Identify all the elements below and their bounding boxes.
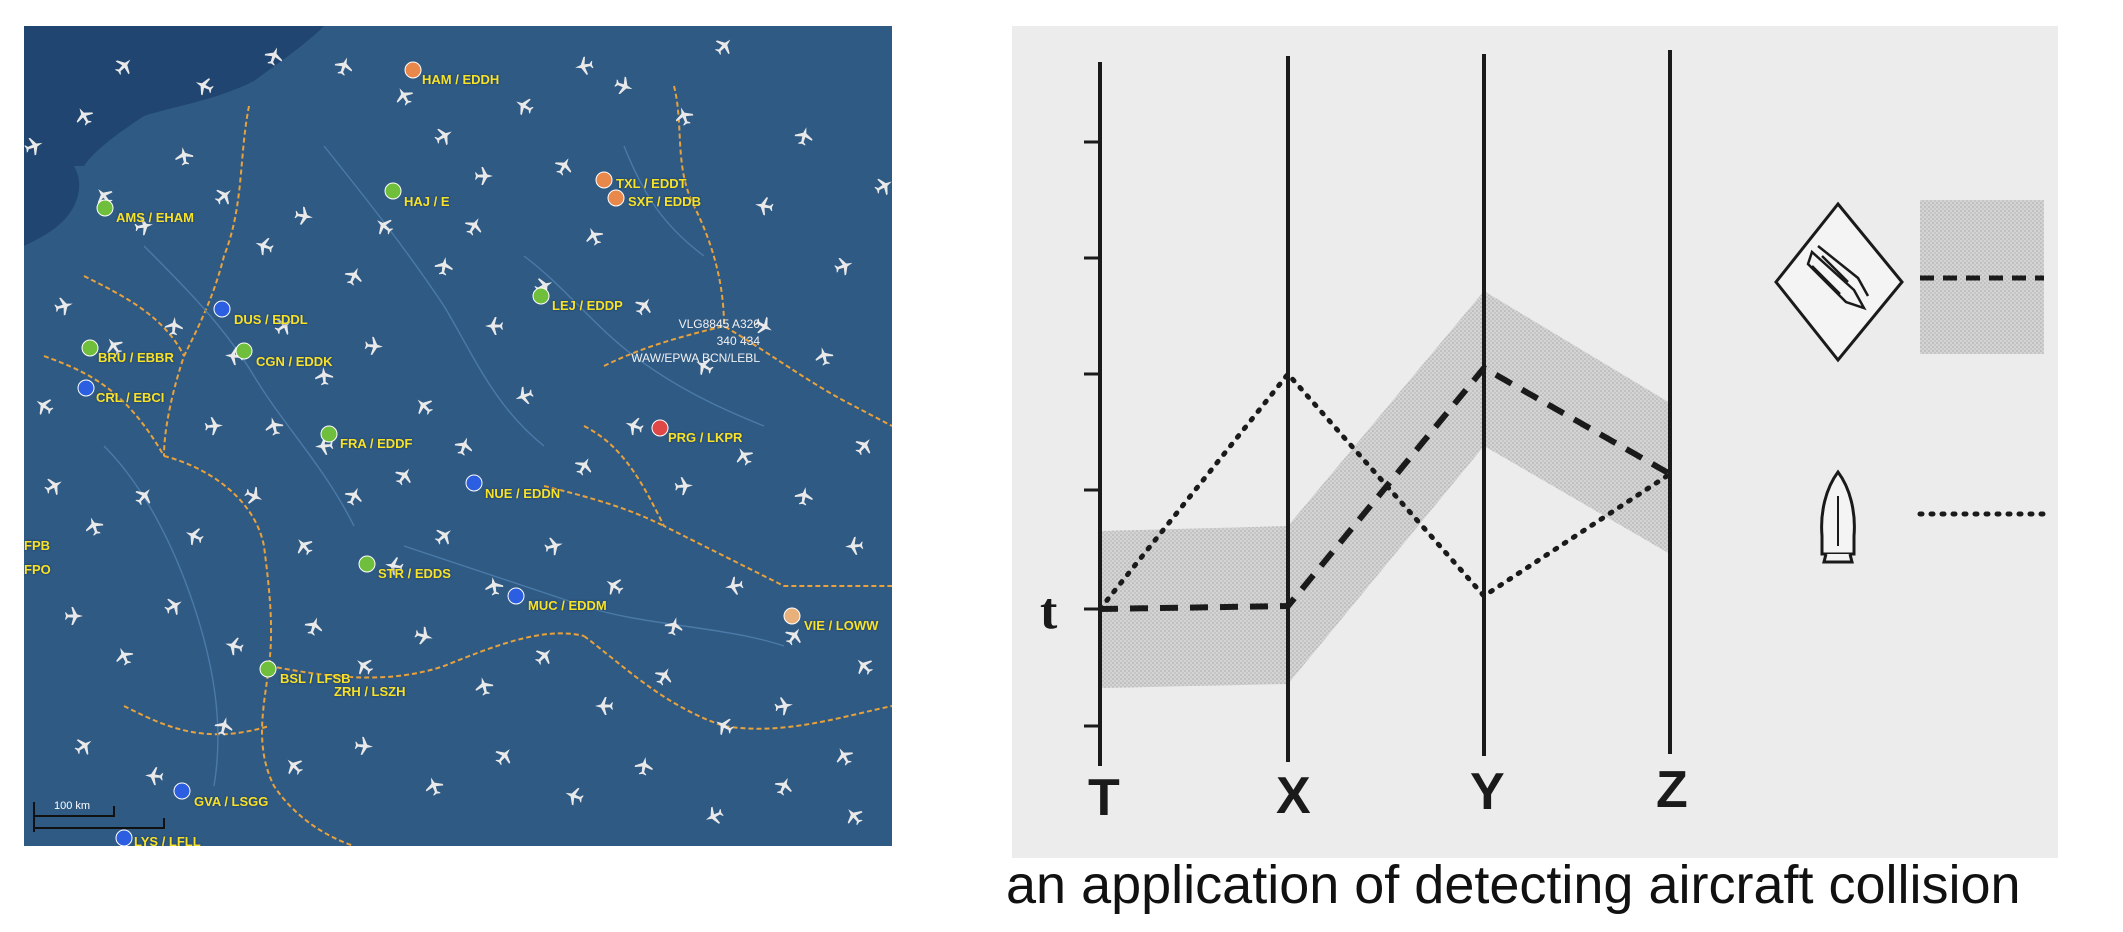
airport-marker-bru bbox=[81, 339, 99, 357]
flight-altitude-speed: 340 434 bbox=[716, 334, 760, 348]
airport-label-dus[interactable]: DUS / EDDL bbox=[234, 312, 308, 327]
scale-label: 100 km bbox=[54, 800, 91, 812]
airport-label-fra[interactable]: FRA / EDDF bbox=[340, 436, 413, 451]
airport-marker-haj bbox=[384, 182, 402, 200]
airport-marker-nue bbox=[465, 474, 483, 492]
rivers bbox=[103, 145, 785, 787]
scale-bar bbox=[33, 802, 165, 832]
airport-marker-sxf bbox=[607, 189, 625, 207]
airport-label-cgn[interactable]: CGN / EDDK bbox=[256, 354, 333, 369]
airport-label-muc[interactable]: MUC / EDDM bbox=[528, 598, 607, 613]
airport-label-str[interactable]: STR / EDDS bbox=[378, 566, 451, 581]
axis-label-x: X bbox=[1276, 767, 1311, 825]
airport-label-crl[interactable]: CRL / EBCI bbox=[96, 390, 165, 405]
airport-marker-txl bbox=[595, 171, 613, 189]
airport-label-ams[interactable]: AMS / EHAM bbox=[116, 210, 194, 225]
airport-label-haj[interactable]: HAJ / E bbox=[404, 194, 450, 209]
airport-label-fpb[interactable]: FPB bbox=[24, 538, 50, 553]
time-marker-label: t bbox=[1040, 583, 1058, 640]
airport-marker-bsl bbox=[259, 660, 277, 678]
airport-marker-ams bbox=[96, 199, 114, 217]
airport-marker-prg bbox=[651, 419, 669, 437]
airport-markers bbox=[77, 61, 801, 846]
airport-marker-gva bbox=[173, 782, 191, 800]
collision-diagram bbox=[1012, 26, 2058, 858]
country-borders bbox=[43, 85, 892, 846]
axis-label-t: T bbox=[1088, 769, 1120, 827]
axis-lines bbox=[1098, 50, 1672, 766]
airport-marker-vie bbox=[783, 607, 801, 625]
map-canvas bbox=[24, 26, 892, 846]
axis-label-y: Y bbox=[1470, 763, 1505, 821]
airport-label-ham[interactable]: HAM / EDDH bbox=[422, 72, 500, 87]
legend-aircraft-diamond bbox=[1774, 201, 1904, 363]
aircraft-trajectory-dotted bbox=[1097, 370, 1673, 612]
flight-info-label[interactable]: VLG8845 A320 340 434 WAW/EPWA BCN/LEBL bbox=[590, 316, 760, 367]
airport-label-fpo[interactable]: FPO bbox=[24, 562, 51, 577]
airport-label-vie[interactable]: VIE / LOWW bbox=[804, 618, 879, 633]
flight-route: WAW/EPWA BCN/LEBL bbox=[631, 351, 760, 365]
coastal-water bbox=[24, 156, 80, 246]
flight-callsign: VLG8845 A320 bbox=[678, 317, 760, 331]
north-sea bbox=[24, 26, 324, 176]
airport-label-lej[interactable]: LEJ / EDDP bbox=[552, 298, 623, 313]
airport-marker-muc bbox=[507, 587, 525, 605]
legend-rocket-icon bbox=[1820, 469, 1856, 564]
flight-map[interactable]: HAM / EDDH AMS / EHAM HAJ / E TXL / EDDT… bbox=[24, 26, 892, 846]
airport-label-prg[interactable]: PRG / LKPR bbox=[668, 430, 743, 445]
airport-marker-fra bbox=[320, 425, 338, 443]
airport-label-lys[interactable]: LYS / LFLL bbox=[134, 834, 201, 846]
airport-label-bsl[interactable]: BSL / LFSB bbox=[280, 671, 351, 686]
time-ticks bbox=[1084, 140, 1100, 728]
airport-label-sxf[interactable]: SXF / EDDB bbox=[628, 194, 701, 209]
airport-marker-str bbox=[358, 555, 376, 573]
airport-label-nue[interactable]: NUE / EDDN bbox=[485, 486, 561, 501]
airport-label-bru[interactable]: BRU / EBBR bbox=[98, 350, 174, 365]
land-area bbox=[24, 26, 892, 846]
axis-label-z: Z bbox=[1656, 761, 1688, 819]
airport-marker-ham bbox=[404, 61, 422, 79]
airport-marker-dus bbox=[213, 300, 231, 318]
airport-marker-crl bbox=[77, 379, 95, 397]
airport-marker-cgn bbox=[235, 342, 253, 360]
figure-caption: an application of detecting aircraft col… bbox=[1006, 855, 2021, 915]
airport-label-gva[interactable]: GVA / LSGG bbox=[194, 794, 269, 809]
airport-marker-lys bbox=[115, 829, 133, 846]
airport-label-txl[interactable]: TXL / EDDT bbox=[616, 176, 687, 191]
airport-marker-lej bbox=[532, 287, 550, 305]
airport-label-zrh[interactable]: ZRH / LSZH bbox=[334, 684, 406, 699]
diagram-canvas bbox=[1084, 50, 2049, 766]
